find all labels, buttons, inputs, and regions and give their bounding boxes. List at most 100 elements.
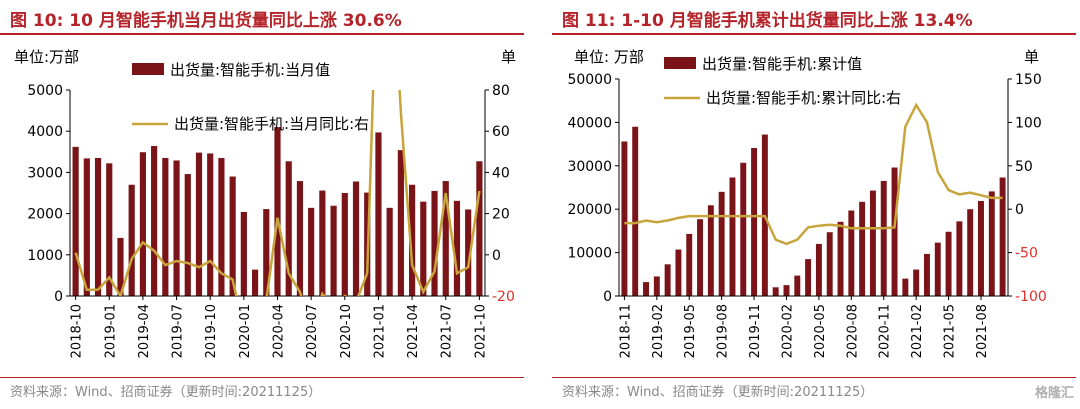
- bar-2021-07: [442, 181, 449, 296]
- legend-bar-swatch: [664, 57, 696, 69]
- x-axis-tick-label: 2020-04: [272, 304, 287, 358]
- x-axis-tick-label: 2020-11: [878, 304, 893, 358]
- right-axis-tick-label: 0: [1015, 202, 1024, 218]
- bar-2021-06: [431, 190, 438, 296]
- x-axis-tick-label: 2019-10: [204, 304, 219, 358]
- x-axis-tick-label: 2021-05: [943, 304, 958, 358]
- bar-2021-05: [420, 201, 427, 296]
- bar-2021-02: [913, 269, 920, 296]
- bar-2019-04: [675, 249, 682, 296]
- right-axis-tick-label: 100: [1015, 115, 1042, 131]
- bar-2019-08: [718, 191, 725, 296]
- bar-2021-04: [409, 184, 416, 296]
- x-axis-tick-label: 2020-01: [238, 304, 253, 358]
- bar-2021-06: [956, 221, 963, 296]
- x-axis-tick-label: 2019-07: [171, 304, 186, 358]
- right-axis-tick-label: 40: [492, 165, 510, 181]
- bar-2019-09: [729, 177, 736, 296]
- left-axis-tick-label: 30000: [567, 159, 612, 175]
- bar-2021-01: [375, 132, 382, 296]
- source-rule-right: [552, 377, 1076, 378]
- chart-panel-left: 图 10: 10 月智能手机当月出货量同比上涨 30.6% 0 1000 2000 3…: [0, 0, 528, 409]
- bar-2020-10: [869, 190, 876, 296]
- bar-2020-03: [263, 209, 270, 296]
- x-axis-tick-label: 2021-02: [910, 304, 925, 358]
- bar-2020-06: [826, 232, 833, 296]
- x-axis-tick-label: 2021-08: [975, 304, 990, 358]
- x-axis-tick-label: 2021-07: [440, 304, 455, 358]
- x-axis-tick-label: 2018-11: [618, 304, 633, 358]
- left-axis-tick-label: 3000: [27, 165, 63, 181]
- bar-2020-07: [837, 221, 844, 296]
- bar-2019-05: [686, 233, 693, 296]
- x-axis-tick-label: 2019-04: [137, 304, 152, 358]
- left-axis-tick-label: 0: [54, 289, 63, 305]
- x-axis-tick-label: 2021-01: [372, 304, 387, 358]
- bar-2019-12: [229, 176, 236, 296]
- bar-2020-02: [251, 269, 259, 296]
- bar-2018-11: [83, 158, 90, 296]
- bar-2019-07: [173, 160, 180, 296]
- x-axis-tick-label: 2020-08: [845, 304, 860, 358]
- right-axis-tick-label: 20: [492, 207, 510, 223]
- bar-2020-07: [308, 207, 315, 296]
- bar-2020-10: [341, 193, 348, 296]
- legend-bar-swatch: [132, 63, 164, 75]
- x-axis-tick-label: 2019-05: [683, 304, 698, 358]
- bar-2021-03: [397, 150, 404, 296]
- chart-panel-right: 图 11: 1-10 月智能手机累计出货量同比上涨 13.4% 0 10000 20…: [552, 0, 1080, 409]
- bar-2021-04: [934, 242, 941, 296]
- bar-2021-09: [988, 191, 995, 296]
- legend-line-label: 出货量:智能手机:累计同比:右: [706, 89, 901, 107]
- unit-label-left: 单位: 万部: [574, 48, 644, 66]
- right-axis-tick-label: -100: [1015, 289, 1047, 305]
- chart-title-right: 图 11: 1-10 月智能手机累计出货量同比上涨 13.4%: [562, 11, 973, 31]
- right-axis-tick-label: 50: [1015, 159, 1033, 175]
- left-axis-tick-label: 0: [603, 289, 612, 305]
- x-axis-tick-label: 2019-01: [103, 304, 118, 358]
- bar-2020-06: [296, 181, 304, 296]
- legend-bar-label: 出货量:智能手机:当月值: [170, 61, 330, 79]
- bar-2020-05: [815, 243, 822, 296]
- bar-2020-05: [285, 161, 292, 296]
- bar-2020-04: [274, 127, 281, 296]
- bar-2018-12: [94, 157, 102, 296]
- watermark-logo: 格隆汇: [1034, 386, 1074, 401]
- bar-2018-10: [72, 146, 79, 296]
- unit-label-right: 单: [501, 48, 516, 66]
- title-rule-right: [552, 33, 1076, 35]
- title-rule-left: [0, 33, 524, 35]
- left-axis-tick-label: 10000: [567, 246, 612, 262]
- bar-2020-08: [848, 210, 855, 296]
- bar-2019-05: [151, 146, 158, 296]
- x-axis-tick-label: 2019-11: [748, 304, 763, 358]
- bar-2019-08: [184, 174, 191, 296]
- bar-2021-08: [453, 200, 461, 296]
- bar-2018-12: [632, 126, 639, 297]
- left-axis-tick-label: 40000: [567, 115, 612, 131]
- bar-2021-07: [967, 209, 974, 296]
- bar-2019-01: [643, 282, 649, 296]
- right-axis-tick-label: -50: [1015, 246, 1038, 262]
- source-rule-left: [0, 377, 524, 378]
- x-axis-tick-label: 2021-04: [406, 304, 421, 358]
- bar-2019-09: [195, 152, 203, 296]
- left-axis-tick-label: 5000: [27, 83, 63, 99]
- bar-2019-07: [707, 205, 714, 296]
- bar-2019-02: [117, 237, 124, 296]
- bar-2021-10: [476, 161, 483, 296]
- bar-2020-12: [891, 167, 898, 296]
- right-axis-tick-label: 0: [492, 248, 501, 264]
- x-axis-tick-label: 2020-10: [339, 304, 354, 358]
- bar-2020-11: [352, 181, 360, 296]
- bar-2019-10: [207, 153, 214, 296]
- bar-2019-11: [218, 157, 225, 296]
- bar-2019-10: [740, 162, 747, 296]
- bar-2021-05: [945, 231, 952, 296]
- yoy-series-line: [74, 90, 481, 296]
- bar-2019-02: [653, 276, 660, 296]
- unit-label-right: 单: [1024, 48, 1039, 66]
- source-note-left: 资料来源：Wind、招商证券（更新时间:20211125）: [10, 385, 322, 400]
- bar-2020-11: [880, 180, 887, 296]
- bar-2019-06: [697, 219, 704, 296]
